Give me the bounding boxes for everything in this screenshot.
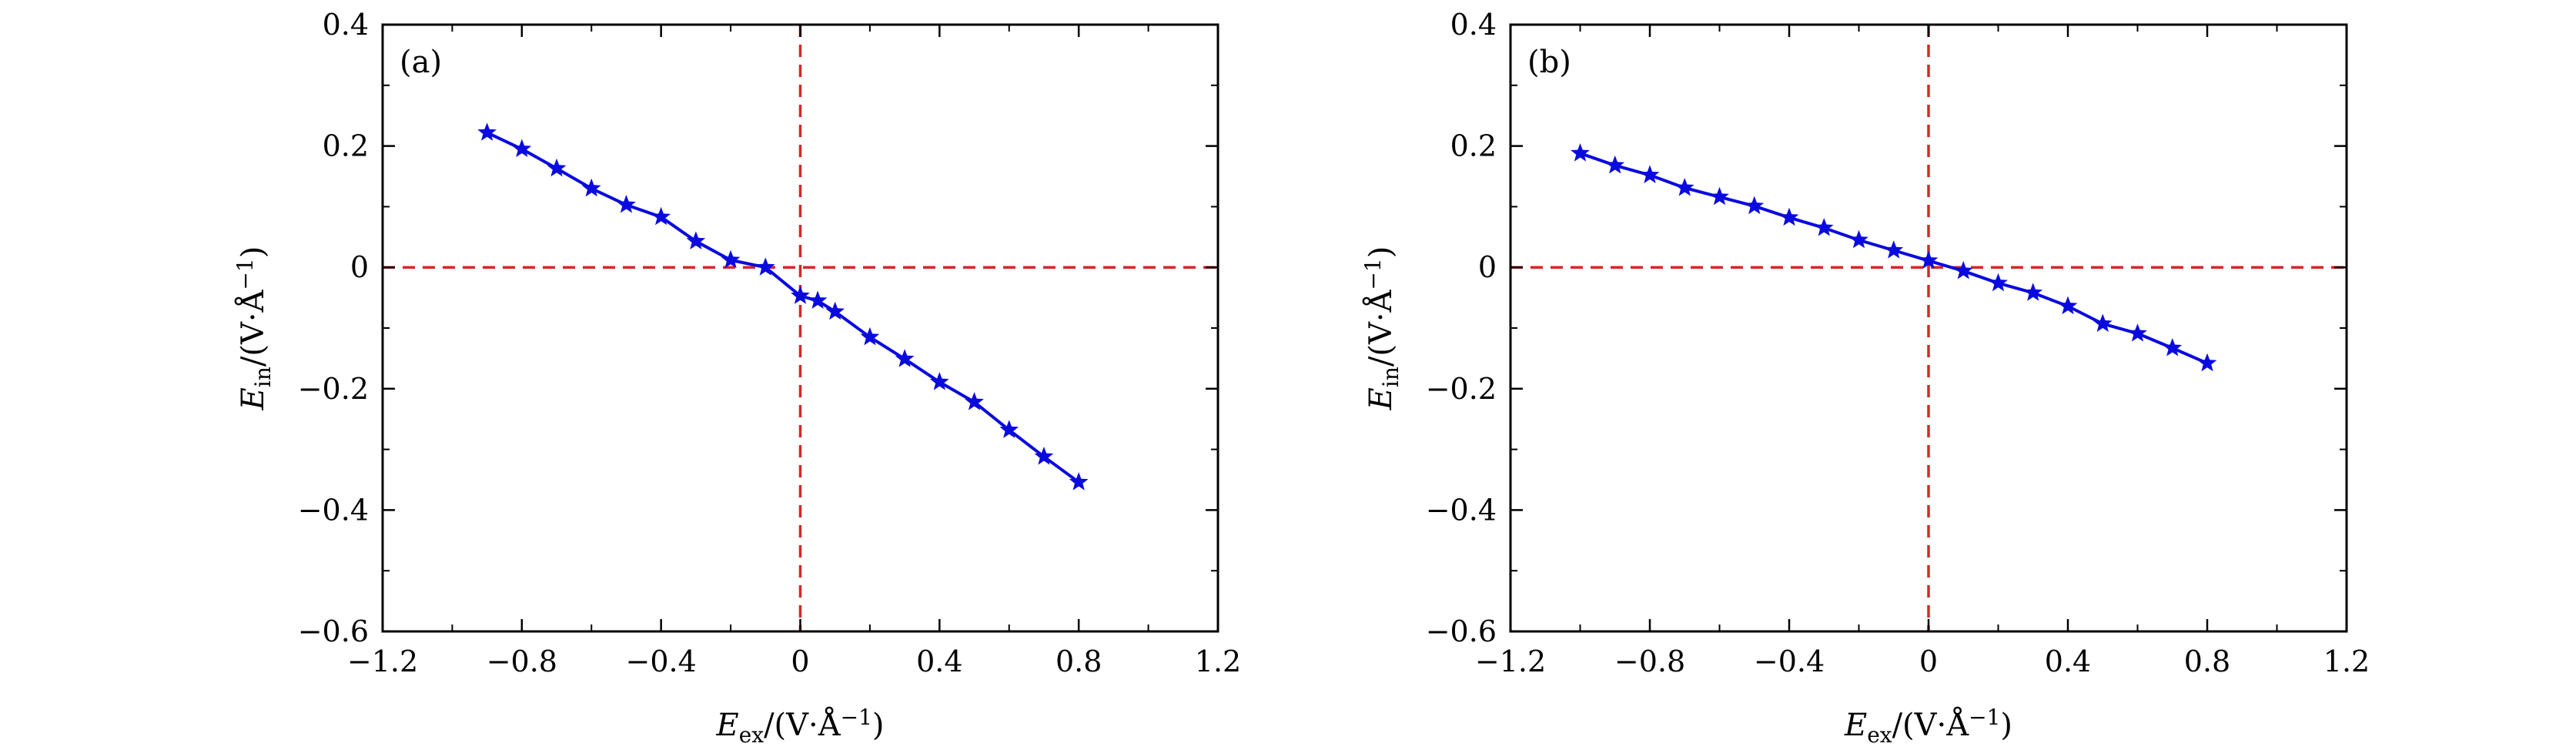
data-point bbox=[999, 420, 1019, 438]
data-point bbox=[1884, 240, 1904, 259]
data-point bbox=[808, 290, 828, 310]
panel-a: −1.2 −0.8 −0.4 0 0.4 0.8 1.2 −0.6 −0.4 −0.2 0 0.2 0.… bbox=[233, 8, 1241, 748]
x-tick-label: −0.4 bbox=[626, 645, 697, 678]
x-tick-label: −1.2 bbox=[1475, 645, 1546, 678]
data-point bbox=[1710, 186, 1729, 206]
data-point bbox=[617, 195, 636, 213]
data-point bbox=[1069, 472, 1089, 491]
data-point bbox=[1571, 143, 1590, 162]
data-point bbox=[1674, 177, 1694, 196]
y-tick-label: −0.6 bbox=[298, 614, 369, 648]
data-point bbox=[895, 349, 915, 367]
y-tick-label: 0 bbox=[1478, 250, 1497, 284]
y-axis-label: Ein/(V·Å−1) bbox=[233, 246, 276, 411]
data-point bbox=[755, 257, 775, 276]
panel-label: (a) bbox=[400, 45, 442, 80]
series-line bbox=[486, 131, 1080, 484]
data-point bbox=[581, 178, 601, 197]
x-tick-label: 0.4 bbox=[916, 645, 962, 678]
y-tick-label: 0.2 bbox=[323, 129, 369, 163]
data-point bbox=[721, 249, 741, 269]
y-tick-label: −0.4 bbox=[1426, 493, 1497, 527]
data-point bbox=[2023, 283, 2043, 301]
data-point bbox=[929, 372, 949, 390]
x-tick-label: −0.8 bbox=[1614, 645, 1685, 678]
x-tick-label: −0.4 bbox=[1754, 645, 1825, 678]
data-point bbox=[2093, 313, 2113, 332]
x-tick-label: 1.2 bbox=[2323, 645, 2370, 678]
x-tick-label: 0.4 bbox=[2045, 645, 2091, 678]
data-point bbox=[1989, 273, 2008, 292]
y-tick-label: −0.2 bbox=[298, 372, 369, 406]
data-point bbox=[860, 326, 880, 346]
data-point bbox=[825, 301, 845, 320]
x-tick-label: 1.2 bbox=[1195, 645, 1241, 678]
x-tick-label: −1.2 bbox=[347, 645, 418, 678]
x-tick-label: 0 bbox=[791, 645, 809, 678]
series-line bbox=[1579, 152, 2208, 365]
y-tick-label: −0.6 bbox=[1426, 614, 1497, 648]
x-tick-label: −0.8 bbox=[487, 645, 557, 678]
data-point bbox=[512, 139, 532, 158]
data-point bbox=[1849, 229, 1868, 249]
data-point bbox=[1605, 155, 1625, 174]
data-point bbox=[651, 206, 671, 226]
y-axis-label: Ein/(V·Å−1) bbox=[1360, 246, 1403, 411]
data-point bbox=[686, 231, 706, 249]
x-axis-label: Eex/(V·Å−1) bbox=[1844, 705, 2012, 748]
data-point bbox=[791, 286, 810, 304]
data-point bbox=[477, 122, 497, 141]
data-point bbox=[2163, 338, 2183, 357]
x-tick-label: 0.8 bbox=[1055, 645, 1102, 678]
data-point bbox=[1919, 250, 1939, 270]
y-tick-label: 0 bbox=[350, 250, 369, 284]
y-tick-label: 0.4 bbox=[323, 8, 369, 42]
x-tick-label: 0.8 bbox=[2184, 645, 2230, 678]
data-point bbox=[1640, 165, 1660, 183]
y-tick-label: −0.2 bbox=[1426, 372, 1497, 406]
x-tick-label: 0 bbox=[1919, 645, 1938, 678]
y-tick-label: 0.2 bbox=[1450, 129, 1497, 163]
y-tick-label: −0.4 bbox=[298, 493, 369, 527]
data-point bbox=[2128, 323, 2147, 342]
plot-frame bbox=[381, 23, 1219, 633]
data-point bbox=[1745, 196, 1765, 215]
data-point bbox=[1034, 447, 1054, 465]
x-axis-label: Eex/(V·Å−1) bbox=[715, 705, 884, 748]
data-point bbox=[547, 158, 567, 177]
panel-b: −1.2 −0.8 −0.4 0 0.4 0.8 1.2 −0.6 −0.4 −0.2 0 0.2 0.… bbox=[1360, 8, 2370, 748]
data-point bbox=[965, 392, 984, 410]
y-tick-label: 0.4 bbox=[1450, 8, 1497, 42]
data-point bbox=[2058, 296, 2078, 315]
plot-frame bbox=[1509, 23, 2348, 633]
data-point bbox=[2197, 353, 2217, 372]
data-point bbox=[1814, 217, 1834, 236]
panel-label: (b) bbox=[1527, 45, 1571, 80]
data-point bbox=[1953, 260, 1973, 280]
data-point bbox=[1779, 207, 1799, 226]
